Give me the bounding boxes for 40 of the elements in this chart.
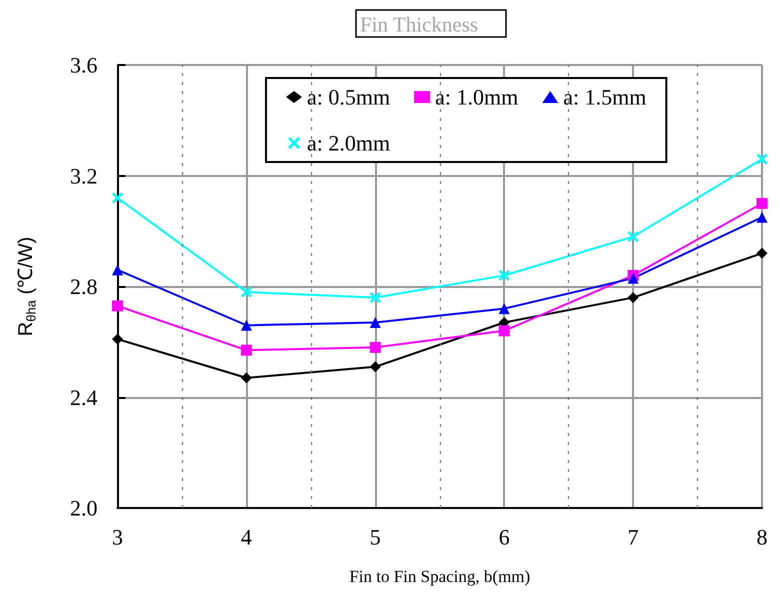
y-tick-label: 2.0 — [70, 496, 98, 520]
point — [756, 212, 768, 223]
x-tick-label: 3 — [112, 524, 123, 550]
point — [628, 231, 639, 242]
point — [756, 154, 768, 165]
point — [112, 192, 123, 204]
point — [756, 198, 768, 209]
legend-label: a: 1.5mm — [563, 84, 646, 110]
x-tick-label: 6 — [498, 524, 510, 550]
y-tick-label: 2.8 — [70, 274, 98, 299]
point — [240, 372, 252, 384]
y-tick-label: 3.6 — [70, 52, 98, 78]
x-axis-title: Fin to Fin Spacing, b(mm) — [349, 567, 530, 586]
point — [628, 272, 639, 284]
x-tick-label: 8 — [756, 524, 768, 550]
point — [240, 344, 252, 356]
point — [112, 264, 123, 276]
point — [370, 361, 381, 372]
y-axis-title: Rθha (℃/W) — [15, 236, 38, 336]
point — [240, 286, 252, 298]
point — [112, 300, 123, 312]
x-tick-label: 4 — [240, 524, 252, 550]
point — [112, 334, 123, 345]
point — [240, 320, 252, 331]
legend-label: a: 2.0mm — [307, 130, 390, 156]
legend-label: a: 0.5mm — [307, 84, 390, 110]
x-tick-label: 5 — [370, 524, 381, 550]
point — [498, 325, 510, 336]
chart-title: Fin Thickness — [360, 12, 478, 36]
point — [370, 316, 381, 328]
y-tick-label: 2.4 — [70, 384, 98, 410]
x-tick-label: 7 — [628, 524, 639, 550]
point — [628, 292, 639, 304]
legend-label: a: 1.0mm — [435, 84, 518, 110]
point — [370, 292, 381, 304]
point — [756, 248, 768, 259]
point — [498, 303, 510, 314]
y-tick-label: 3.2 — [70, 163, 98, 188]
point — [370, 342, 381, 353]
point — [498, 270, 510, 281]
